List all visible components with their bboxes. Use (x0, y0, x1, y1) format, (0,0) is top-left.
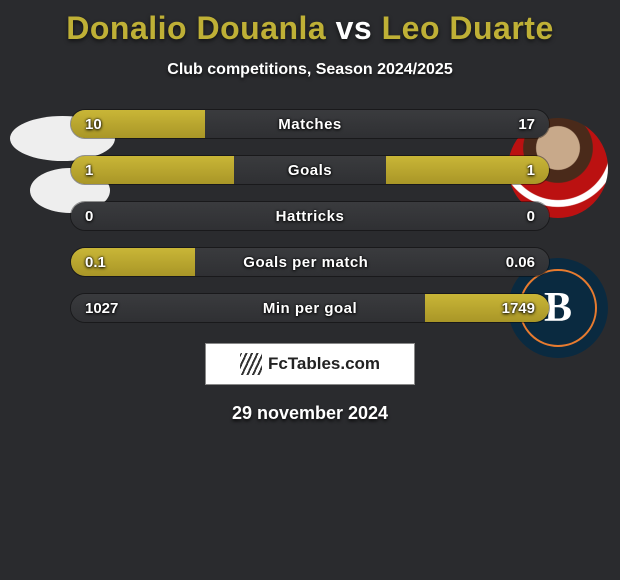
season-subtitle: Club competitions, Season 2024/2025 (0, 61, 620, 79)
stat-right-value: 1 (527, 162, 535, 179)
stats-bars: 10Matches171Goals10Hattricks00.1Goals pe… (70, 109, 550, 323)
stat-metric-label: Min per goal (263, 300, 357, 317)
fctables-icon (240, 353, 262, 375)
stat-right-value: 17 (518, 116, 535, 133)
stat-left-value: 1 (85, 162, 93, 179)
stat-right-value: 1749 (502, 300, 535, 317)
stat-row: 1 Goals 1 (70, 155, 550, 185)
stat-left-value: 1027 (85, 300, 118, 317)
fctables-label: FcTables.com (268, 354, 380, 374)
player1-name: Donalio Douanla (66, 10, 326, 46)
stat-metric-label: Matches (278, 116, 342, 133)
vs-separator: vs (326, 10, 381, 46)
stat-row: 0 Hattricks 0 (70, 201, 550, 231)
player2-name: Leo Duarte (382, 10, 554, 46)
stat-metric-label: Goals (288, 162, 332, 179)
stat-left-value: 0.1 (85, 254, 106, 271)
stat-right-value: 0.06 (506, 254, 535, 271)
stat-row: 10 Matches 17 (70, 109, 550, 139)
stat-row: 0.1 Goals per match 0.06 (70, 247, 550, 277)
stat-metric-label: Hattricks (276, 208, 345, 225)
comparison-title: Donalio Douanla vs Leo Duarte (0, 0, 620, 47)
stat-left-value: 10 (85, 116, 102, 133)
stat-right-value: 0 (527, 208, 535, 225)
stat-metric-label: Goals per match (243, 254, 368, 271)
branding-box: FcTables.com (205, 343, 415, 385)
stat-left-value: 0 (85, 208, 93, 225)
snapshot-date: 29 november 2024 (0, 403, 620, 424)
stat-row: 1027 Min per goal 1749 (70, 293, 550, 323)
